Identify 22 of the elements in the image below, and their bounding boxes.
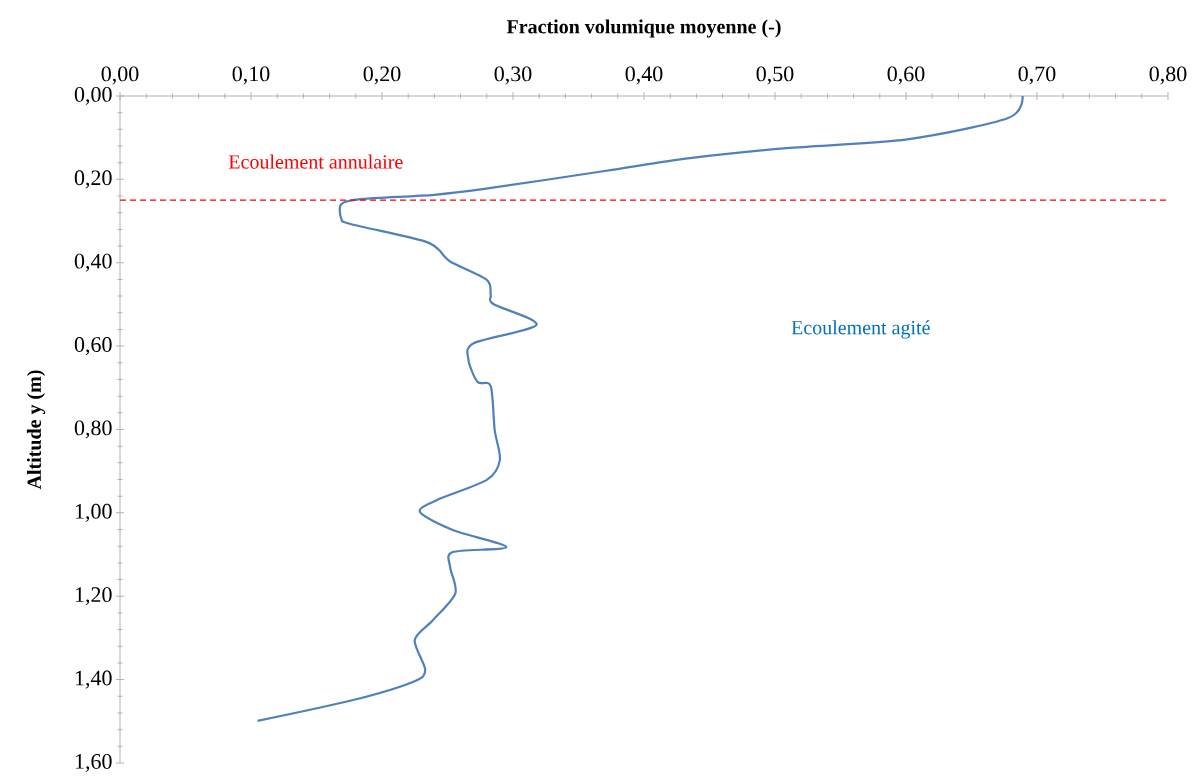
y-tick-label: 1,60 [75,753,112,773]
x-tick-label: 0,60 [887,66,925,85]
x-tick-label: 0,20 [363,66,401,85]
x-tick-label: 0,00 [101,66,139,85]
x-tick-label: 0,50 [756,66,794,85]
ref-line-label: Ecoulement annulaire [228,154,403,169]
y-tick-label: 1,40 [75,670,112,689]
y-axis-title: Altitude y (m) [26,370,46,490]
x-tick-label: 0,40 [625,66,663,85]
annotation: Ecoulement agité [791,320,930,339]
x-tick-label: 0,30 [494,66,532,85]
y-tick-label: 0,40 [74,253,112,272]
y-tick-label: 0,80 [74,420,112,439]
y-tick-label: 1,00 [75,503,112,522]
y-tick-label: 0,60 [74,337,112,356]
y-tick-label: 0,20 [74,170,112,189]
y-tick-label: 1,20 [75,587,112,606]
y-tick-label: 0,00 [74,86,112,106]
x-tick-label: 0,70 [1018,66,1056,85]
x-tick-label: 0,80 [1149,66,1187,85]
x-tick-label: 0,10 [232,66,270,85]
x-axis-title: Fraction volumique moyenne (-) [506,19,781,38]
